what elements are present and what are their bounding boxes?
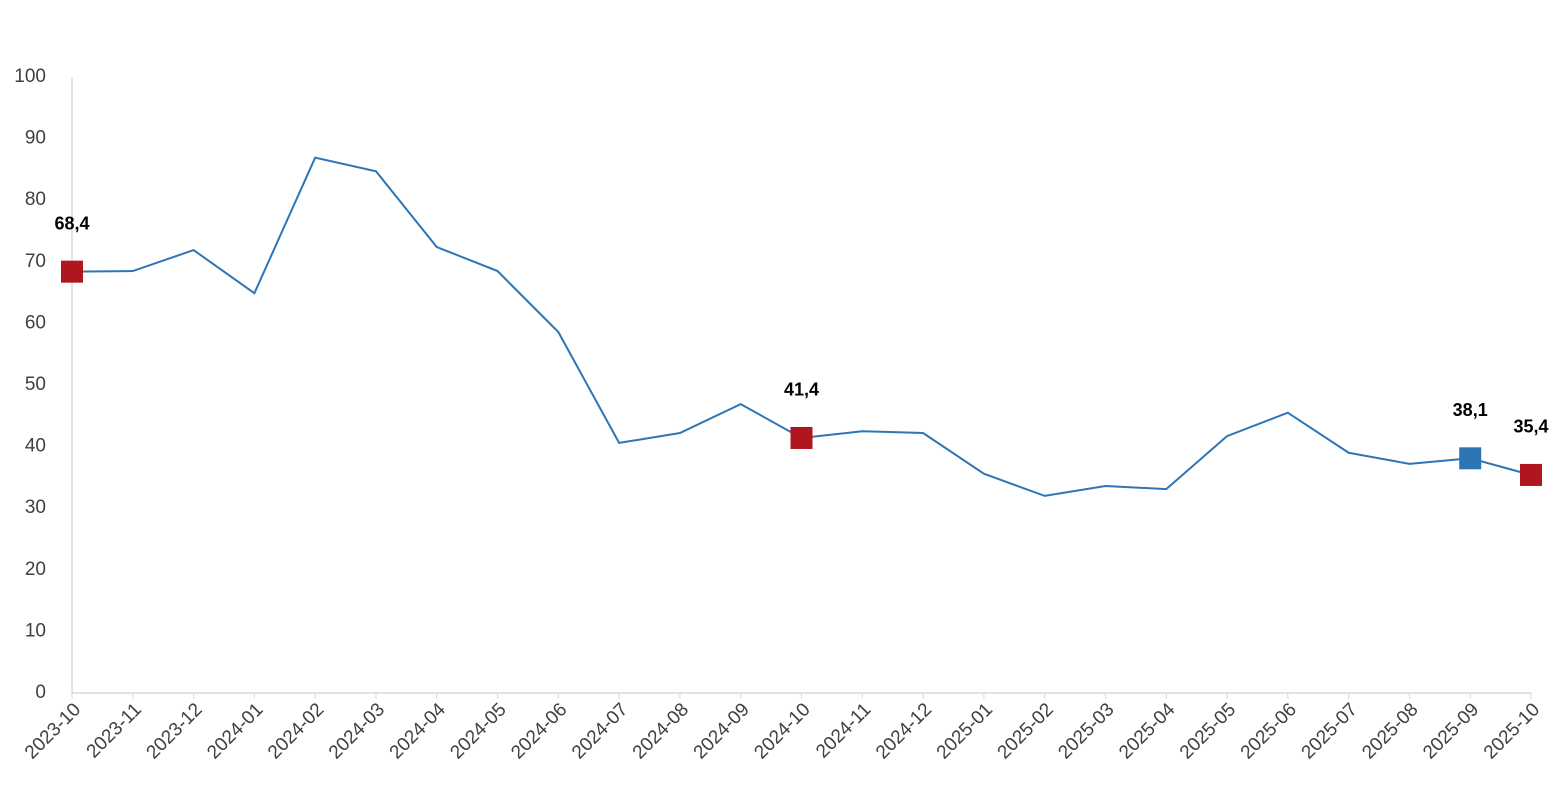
x-tick-label: 2024-04 bbox=[386, 699, 450, 763]
x-tick-label: 2023-11 bbox=[83, 699, 146, 762]
x-tick-label: 2025-06 bbox=[1237, 699, 1301, 763]
y-tick-label: 80 bbox=[25, 189, 46, 210]
x-tick-label: 2025-03 bbox=[1054, 699, 1118, 763]
y-tick-label: 30 bbox=[25, 497, 46, 518]
marker bbox=[61, 260, 83, 283]
y-tick-label: 50 bbox=[25, 374, 46, 395]
marker bbox=[1459, 447, 1482, 470]
x-tick-label: 2025-09 bbox=[1419, 699, 1483, 763]
x-tick-label: 2024-08 bbox=[629, 699, 693, 763]
x-tick-label: 2024-03 bbox=[325, 699, 389, 763]
x-tick-label: 2025-07 bbox=[1298, 699, 1362, 763]
x-tick-label: 2025-01 bbox=[933, 699, 997, 763]
x-tick-label: 2025-04 bbox=[1115, 699, 1179, 763]
y-tick-label: 40 bbox=[25, 436, 46, 457]
x-tick-label: 2023-12 bbox=[143, 699, 207, 763]
x-tick-label: 2024-10 bbox=[750, 699, 814, 763]
y-tick-label: 70 bbox=[25, 251, 46, 272]
x-tick-label: 2024-12 bbox=[872, 699, 936, 763]
x-tick-label: 2025-08 bbox=[1358, 699, 1422, 763]
x-tick-label: 2024-07 bbox=[568, 699, 632, 763]
x-tick-label: 2024-05 bbox=[446, 699, 510, 763]
x-tick-label: 2024-02 bbox=[264, 699, 328, 763]
value-label: 68,4 bbox=[54, 213, 89, 233]
y-tick-label: 10 bbox=[25, 620, 46, 641]
value-label: 35,4 bbox=[1513, 417, 1548, 437]
marker bbox=[790, 426, 813, 449]
y-tick-label: 0 bbox=[35, 682, 46, 703]
marker bbox=[1520, 463, 1542, 486]
x-tick-label: 2023-10 bbox=[21, 699, 85, 763]
value-label: 38,1 bbox=[1453, 400, 1488, 420]
value-label: 41,4 bbox=[784, 380, 819, 400]
x-tick-label: 2025-05 bbox=[1176, 699, 1240, 763]
x-tick-label: 2025-02 bbox=[994, 699, 1058, 763]
y-tick-label: 20 bbox=[25, 559, 46, 580]
x-tick-label: 2024-06 bbox=[507, 699, 571, 763]
y-tick-label: 60 bbox=[25, 312, 46, 333]
y-tick-label: 100 bbox=[14, 66, 46, 87]
y-tick-label: 90 bbox=[25, 128, 46, 149]
x-tick-label: 2025-10 bbox=[1480, 699, 1544, 763]
x-tick-label: 2024-11 bbox=[812, 699, 875, 762]
x-tick-label: 2024-01 bbox=[203, 699, 267, 763]
x-tick-label: 2024-09 bbox=[690, 699, 754, 763]
